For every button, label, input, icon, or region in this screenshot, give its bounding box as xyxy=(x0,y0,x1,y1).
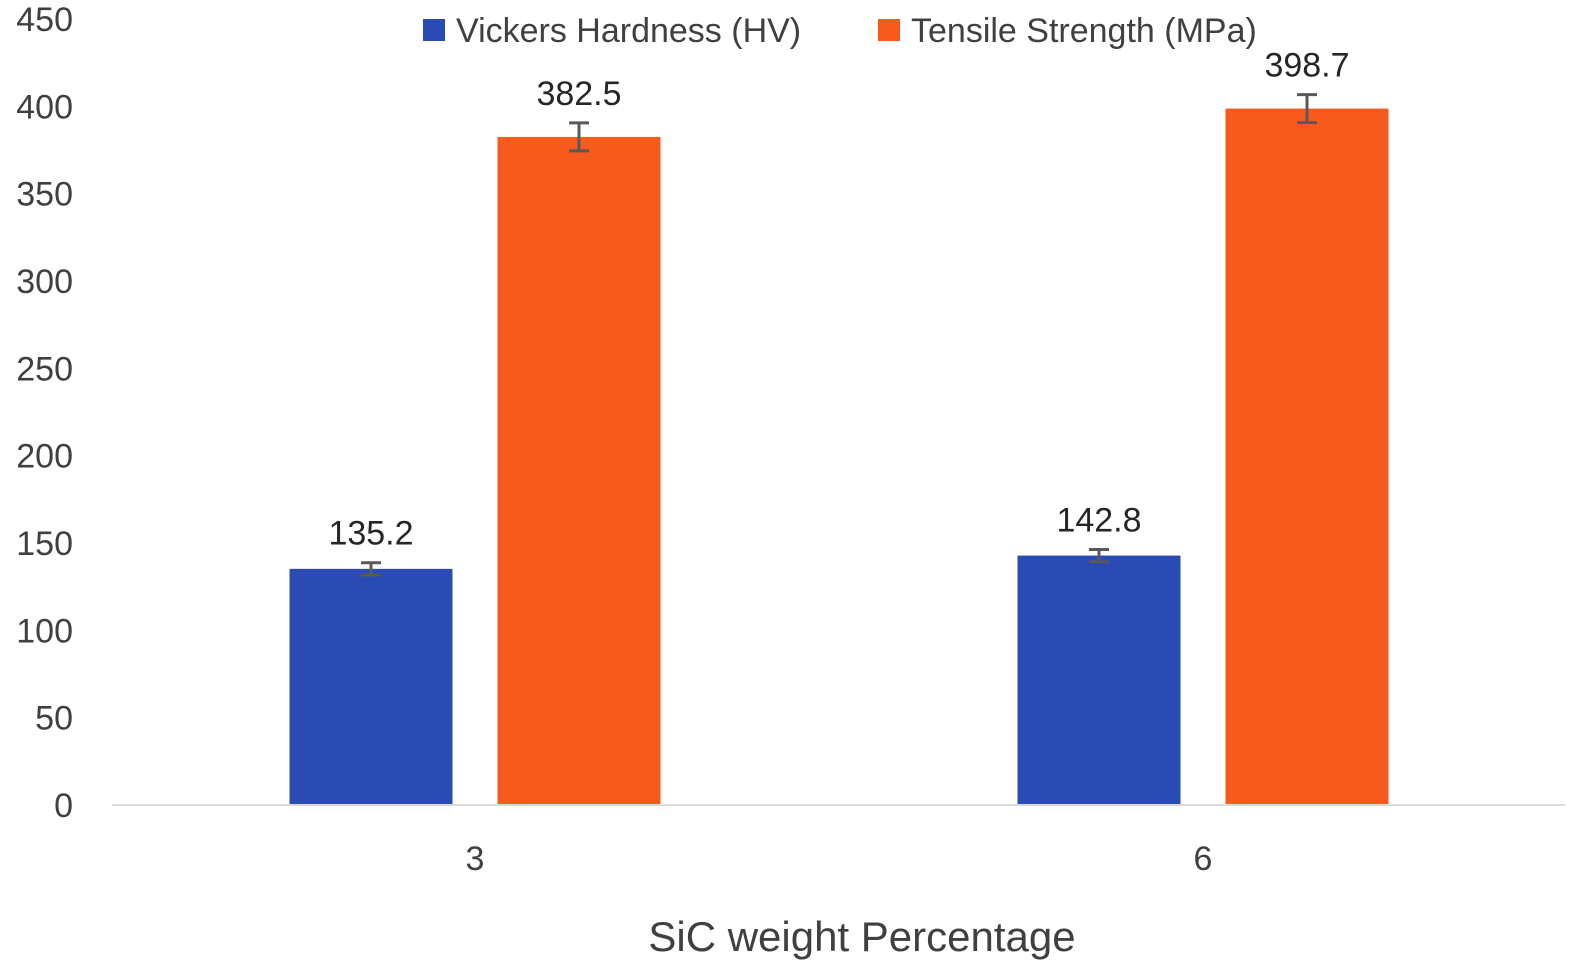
legend-item: Tensile Strength (MPa) xyxy=(878,12,1257,50)
x-axis-title: SiC weight Percentage xyxy=(648,913,1075,960)
error-bar xyxy=(1297,93,1317,125)
x-tick-label: 3 xyxy=(466,840,485,878)
y-tick-label: 100 xyxy=(16,612,73,650)
y-axis: 0 50 100 150 200 250 300 350 400 450 xyxy=(16,1,73,825)
bar xyxy=(1017,555,1181,805)
y-tick-label: 400 xyxy=(16,88,73,126)
legend-swatch xyxy=(878,19,900,41)
data-label: 382.5 xyxy=(536,75,621,113)
data-label: 398.7 xyxy=(1264,47,1349,85)
bar xyxy=(289,568,453,805)
y-tick-label: 50 xyxy=(35,700,73,738)
legend-label: Tensile Strength (MPa) xyxy=(911,12,1257,50)
x-tick-label: 6 xyxy=(1194,840,1213,878)
y-tick-label: 0 xyxy=(54,787,73,825)
bar xyxy=(1225,108,1389,805)
legend: Vickers Hardness (HV) Tensile Strength (M… xyxy=(423,12,1257,50)
y-tick-label: 150 xyxy=(16,525,73,563)
data-label: 135.2 xyxy=(328,515,413,553)
bar xyxy=(497,136,661,805)
legend-label: Vickers Hardness (HV) xyxy=(456,12,801,50)
y-tick-label: 450 xyxy=(16,1,73,39)
error-bar xyxy=(1089,547,1109,564)
y-tick-label: 350 xyxy=(16,176,73,214)
legend-swatch xyxy=(423,19,445,41)
y-tick-label: 300 xyxy=(16,263,73,301)
data-label: 142.8 xyxy=(1056,501,1141,539)
error-bar xyxy=(569,121,589,153)
y-tick-label: 250 xyxy=(16,350,73,388)
legend-item: Vickers Hardness (HV) xyxy=(423,12,801,50)
bars-group: 135.2 142.8 382.5 398.7 xyxy=(289,47,1389,805)
y-tick-label: 200 xyxy=(16,438,73,476)
error-bar xyxy=(361,561,381,577)
